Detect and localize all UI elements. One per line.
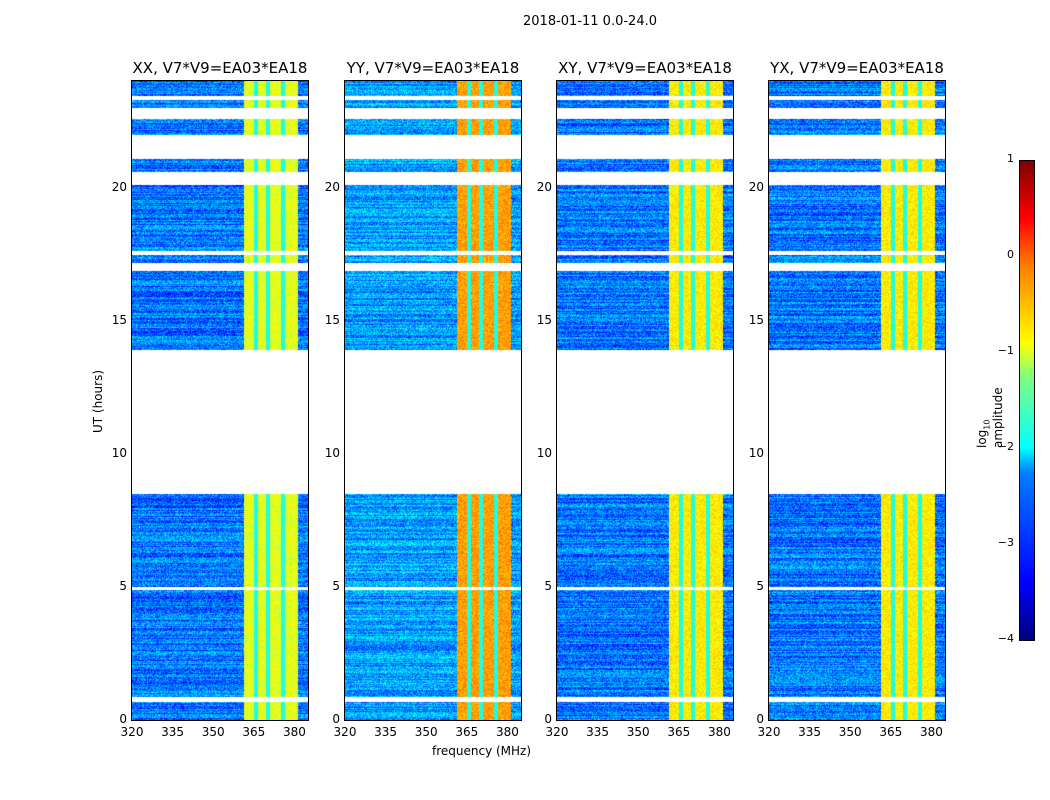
x-tick-label: 350 [414, 725, 438, 739]
x-tick-label: 380 [496, 725, 519, 739]
y-tick-label: 10 [536, 445, 552, 460]
y-tick-label: 10 [111, 445, 127, 460]
x-tick-label: 365 [455, 725, 479, 739]
heatmap-image [769, 81, 945, 720]
y-tick-label: 20 [324, 179, 340, 194]
x-tick-label: 380 [708, 725, 731, 739]
panel-title: XX, V7*V9=EA03*EA18 [132, 59, 308, 77]
y-tick-label: 5 [119, 578, 127, 593]
y-tick-label: 0 [332, 712, 340, 726]
colorbar-label: log10 amplitude [975, 387, 1006, 448]
x-tick-label: 365 [242, 725, 266, 739]
colorbar-tick-label: −1 [997, 344, 1014, 357]
heatmap-panel-yy [344, 80, 522, 721]
y-tick-label: 15 [324, 312, 340, 327]
colorbar-tick-label: 1 [1007, 152, 1014, 165]
y-tick-label: 10 [324, 445, 340, 460]
x-tick-label: 320 [333, 725, 357, 739]
y-tick-label: 5 [332, 578, 340, 593]
panel-title: XY, V7*V9=EA03*EA18 [558, 59, 732, 77]
x-tick-label: 365 [667, 725, 691, 739]
panel-title: YX, V7*V9=EA03*EA18 [770, 59, 944, 77]
x-tick-label: 320 [120, 725, 144, 739]
y-tick-label: 5 [544, 578, 552, 593]
colorbar-tick-label: −4 [997, 632, 1014, 645]
x-tick-label: 380 [283, 725, 306, 739]
x-tick-label: 365 [879, 725, 903, 739]
x-tick-label: 350 [838, 725, 862, 739]
x-tick-label: 350 [201, 725, 225, 739]
x-tick-label: 335 [374, 725, 398, 739]
y-tick-label: 15 [111, 312, 127, 327]
y-tick-label: 10 [748, 445, 764, 460]
heatmap-panel-xx [131, 80, 309, 721]
y-tick-label: 5 [756, 578, 764, 593]
colorbar-tick-label: −3 [997, 536, 1014, 549]
y-tick-label: 15 [748, 312, 764, 327]
x-tick-label: 335 [798, 725, 822, 739]
y-tick-label: 0 [119, 712, 127, 726]
y-tick-label: 0 [756, 712, 764, 726]
panel-title: YY, V7*V9=EA03*EA18 [346, 59, 520, 77]
heatmap-image [132, 81, 308, 720]
heatmap-panel-xy [556, 80, 734, 721]
figure-title: 2018-01-11 0.0-24.0 [523, 14, 657, 29]
colorbar-tick-label: 0 [1007, 248, 1014, 261]
y-tick-label: 15 [536, 312, 552, 327]
colorbar-tick-label: −2 [997, 440, 1014, 453]
x-tick-label: 320 [757, 725, 781, 739]
heatmap-image [345, 81, 521, 720]
x-tick-label: 320 [545, 725, 569, 739]
x-tick-label: 335 [161, 725, 185, 739]
x-tick-label: 380 [920, 725, 943, 739]
heatmap-panel-yx [768, 80, 946, 721]
y-tick-label: 20 [536, 179, 552, 194]
colorbar [1019, 160, 1035, 641]
y-tick-label: 20 [111, 179, 127, 194]
x-tick-label: 335 [586, 725, 610, 739]
heatmap-image [557, 81, 733, 720]
y-tick-label: 20 [748, 179, 764, 194]
y-tick-label: 0 [544, 712, 552, 726]
y-axis-label: UT (hours) [91, 369, 105, 433]
x-axis-label: frequency (MHz) [432, 744, 532, 758]
x-tick-label: 350 [626, 725, 650, 739]
